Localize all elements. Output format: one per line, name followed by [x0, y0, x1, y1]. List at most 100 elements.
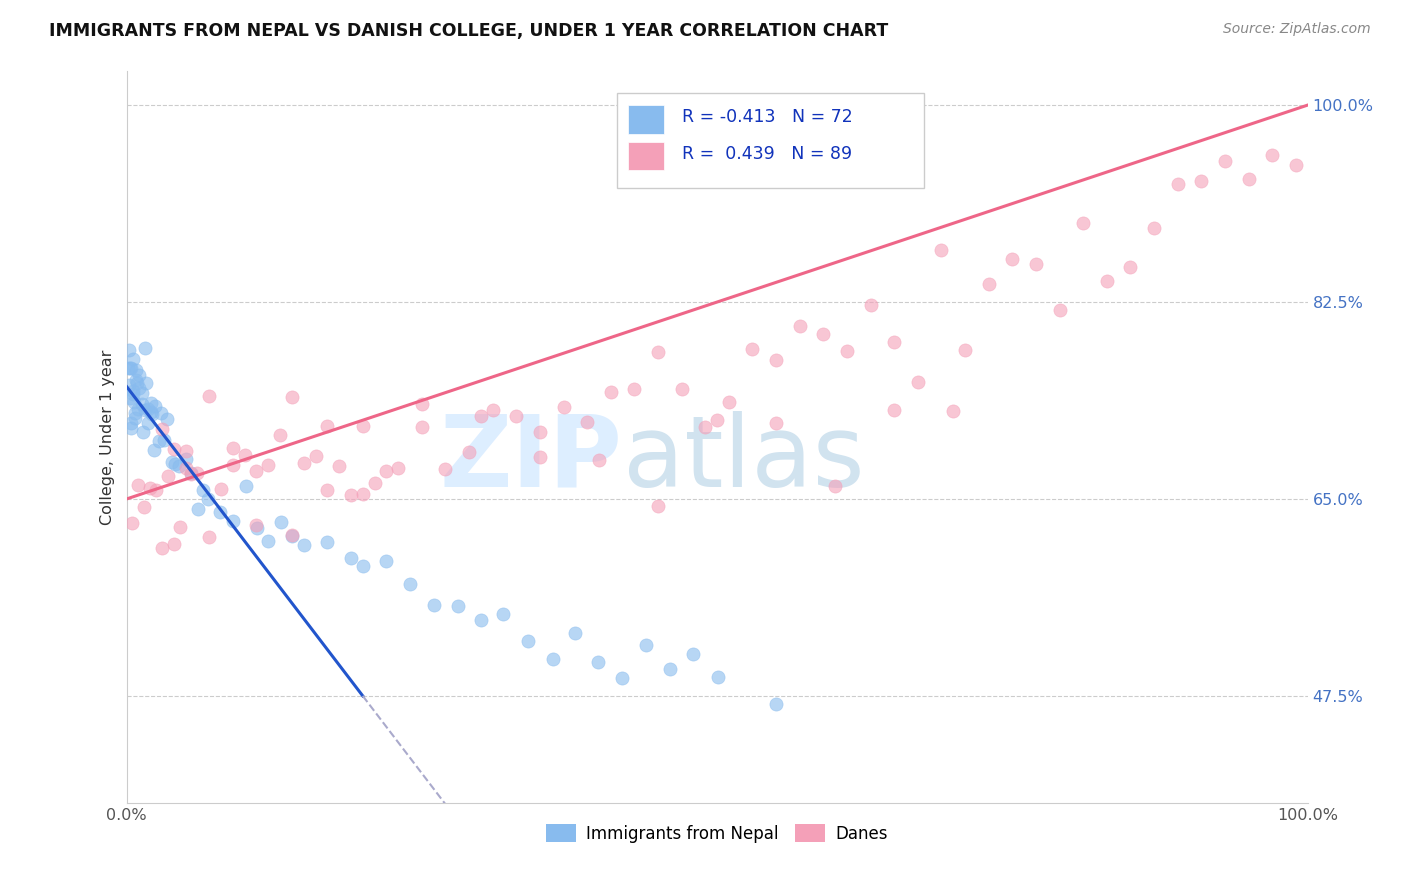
Point — [131, 396, 153, 410]
Point — [124, 410, 146, 425]
Point — [1237, 172, 1260, 186]
Point — [447, 599, 470, 614]
Point — [529, 450, 551, 465]
Point — [374, 554, 396, 568]
Point — [634, 638, 657, 652]
Point — [198, 530, 221, 544]
Point — [481, 403, 503, 417]
Point — [316, 418, 339, 433]
Point — [134, 403, 156, 417]
Point — [281, 529, 304, 543]
Point — [149, 406, 172, 420]
Point — [411, 397, 433, 411]
Point — [375, 464, 398, 478]
Point — [671, 382, 693, 396]
Point — [121, 516, 143, 530]
Point — [120, 420, 142, 434]
Point — [187, 501, 209, 516]
Point — [208, 505, 231, 519]
Point — [143, 400, 166, 414]
Point — [150, 422, 173, 436]
Point — [316, 535, 339, 549]
Point — [1189, 174, 1212, 188]
Point — [148, 434, 170, 448]
Point — [118, 391, 141, 405]
Point — [599, 385, 621, 400]
Point — [169, 458, 191, 473]
Point — [1049, 303, 1071, 318]
Point — [222, 441, 245, 455]
Point — [517, 634, 540, 648]
Point — [150, 541, 173, 555]
Y-axis label: College, Under 1 year: College, Under 1 year — [100, 350, 115, 524]
Point — [1119, 260, 1142, 274]
Point — [1213, 154, 1236, 169]
Point — [245, 464, 267, 478]
Point — [411, 420, 433, 434]
Point — [1025, 257, 1047, 271]
Point — [233, 448, 256, 462]
Point — [163, 537, 186, 551]
Point — [1071, 216, 1094, 230]
Point — [387, 460, 409, 475]
Point — [292, 456, 315, 470]
Text: Source: ZipAtlas.com: Source: ZipAtlas.com — [1223, 22, 1371, 37]
Text: ZIP: ZIP — [440, 410, 623, 508]
Point — [139, 405, 162, 419]
Point — [118, 360, 141, 375]
Point — [120, 361, 142, 376]
Point — [191, 483, 214, 498]
Point — [125, 373, 148, 387]
Point — [931, 243, 953, 257]
Point — [813, 326, 835, 341]
Point — [118, 343, 141, 357]
Point — [883, 334, 905, 349]
Point — [717, 395, 740, 409]
Point — [125, 363, 148, 377]
Point — [505, 409, 527, 423]
Point — [122, 395, 145, 409]
Text: R = -0.413   N = 72: R = -0.413 N = 72 — [682, 109, 852, 127]
Point — [316, 483, 339, 498]
Point — [859, 298, 882, 312]
Point — [292, 538, 315, 552]
Point — [132, 425, 155, 439]
Point — [658, 661, 681, 675]
Point — [458, 445, 481, 459]
Point — [235, 479, 257, 493]
Point — [136, 402, 159, 417]
Point — [257, 458, 280, 472]
Point — [1167, 178, 1189, 192]
Text: IMMIGRANTS FROM NEPAL VS DANISH COLLEGE, UNDER 1 YEAR CORRELATION CHART: IMMIGRANTS FROM NEPAL VS DANISH COLLEGE,… — [49, 22, 889, 40]
Point — [610, 671, 633, 685]
Point — [257, 534, 280, 549]
Point — [127, 478, 149, 492]
Point — [647, 345, 669, 359]
Point — [198, 388, 221, 402]
Point — [117, 360, 139, 375]
Point — [136, 416, 159, 430]
Point — [222, 514, 245, 528]
Point — [977, 277, 1000, 292]
Point — [741, 342, 763, 356]
FancyBboxPatch shape — [628, 142, 664, 170]
Point — [647, 499, 669, 513]
Point — [281, 528, 304, 542]
Point — [706, 412, 728, 426]
Point — [162, 455, 184, 469]
Point — [156, 469, 179, 483]
Point — [340, 488, 363, 502]
Point — [576, 416, 599, 430]
Point — [1095, 274, 1118, 288]
Point — [141, 407, 163, 421]
Point — [883, 403, 905, 417]
Point — [564, 625, 586, 640]
Point — [765, 697, 787, 711]
Point — [122, 387, 145, 401]
Point — [122, 384, 145, 398]
Point — [209, 482, 232, 496]
Point — [128, 368, 150, 382]
Point — [120, 417, 142, 431]
Point — [492, 607, 515, 621]
Text: atlas: atlas — [623, 410, 865, 508]
